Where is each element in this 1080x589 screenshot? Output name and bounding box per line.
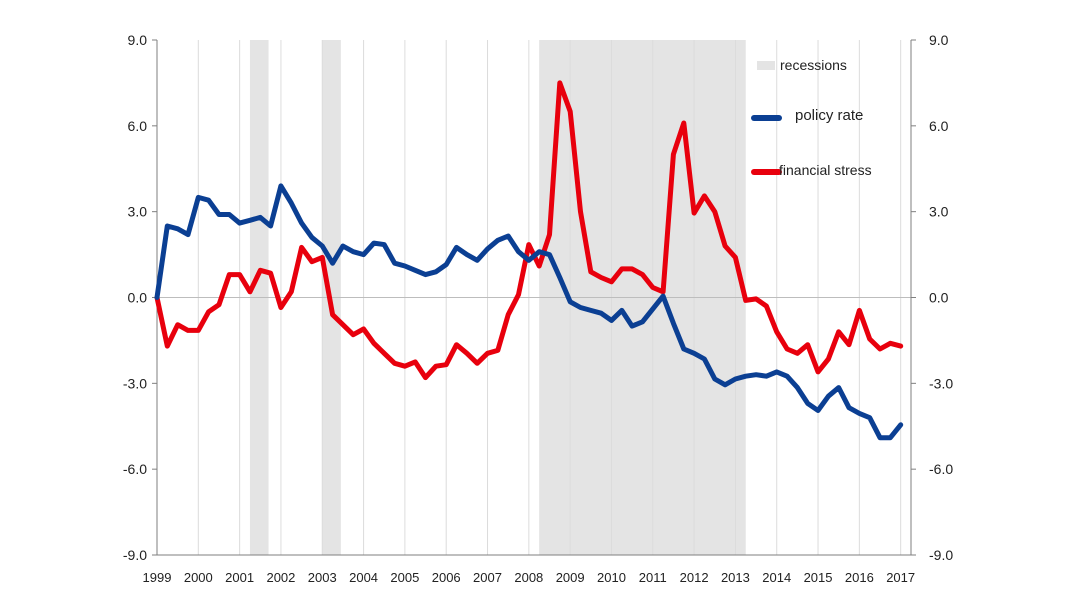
x-tick-label: 2011	[639, 570, 667, 585]
x-tick-label: 2003	[308, 570, 337, 585]
x-tick-label: 2009	[556, 570, 585, 585]
x-tick-label: 2016	[845, 570, 874, 585]
legend: recessions policy rate financial stress	[751, 57, 872, 178]
policy-rate-line	[154, 183, 904, 441]
left-y-tick-label: -6.0	[123, 461, 147, 477]
right-y-tick-labels: 9.0 6.0 3.0 0.0 -3.0 -6.0 -9.0	[929, 32, 953, 563]
left-y-tick-label: 9.0	[128, 32, 148, 48]
x-tick-label: 1999	[143, 570, 172, 585]
right-y-tick-label: -9.0	[929, 547, 953, 563]
series-lines	[154, 80, 904, 441]
x-tick-labels: 1999 2000 2001 2002 2003 2004 2005 2006 2007 2008…	[143, 570, 916, 585]
x-tick-label: 2010	[597, 570, 626, 585]
x-tick-label: 2004	[349, 570, 378, 585]
left-y-tick-label: 6.0	[128, 118, 148, 134]
x-tick-label: 2013	[721, 570, 750, 585]
x-tick-label: 2001	[225, 570, 254, 585]
legend-recessions-swatch	[757, 61, 775, 70]
right-y-tick-label: 6.0	[929, 118, 949, 134]
right-y-tick-label: 3.0	[929, 204, 949, 220]
left-y-tick-label: 3.0	[128, 204, 148, 220]
left-y-tick-labels: 9.0 6.0 3.0 0.0 -3.0 -6.0 -9.0	[123, 32, 147, 563]
x-tick-label: 2012	[680, 570, 709, 585]
right-y-tick-label: 9.0	[929, 32, 949, 48]
legend-recessions-label: recessions	[780, 57, 847, 73]
legend-policy-rate-label: policy rate	[795, 107, 863, 124]
left-y-tick-label: -9.0	[123, 547, 147, 563]
left-y-tick-label: -3.0	[123, 375, 147, 391]
right-y-tick-label: 0.0	[929, 290, 949, 306]
axes	[152, 39, 916, 556]
x-tick-label: 2015	[804, 570, 833, 585]
left-y-tick-label: 0.0	[128, 290, 148, 306]
legend-financial-stress-label: financial stress	[779, 162, 872, 178]
x-tick-label: 2005	[390, 570, 419, 585]
right-y-tick-label: -3.0	[929, 375, 953, 391]
x-tick-label: 2017	[886, 570, 915, 585]
x-tick-label: 2002	[266, 570, 295, 585]
x-tick-label: 2008	[514, 570, 543, 585]
financial-stress-line	[154, 80, 904, 381]
x-tick-label: 2014	[762, 570, 791, 585]
x-tick-label: 2007	[473, 570, 502, 585]
right-y-tick-label: -6.0	[929, 461, 953, 477]
x-tick-label: 2006	[432, 570, 461, 585]
x-tick-label: 2000	[184, 570, 213, 585]
